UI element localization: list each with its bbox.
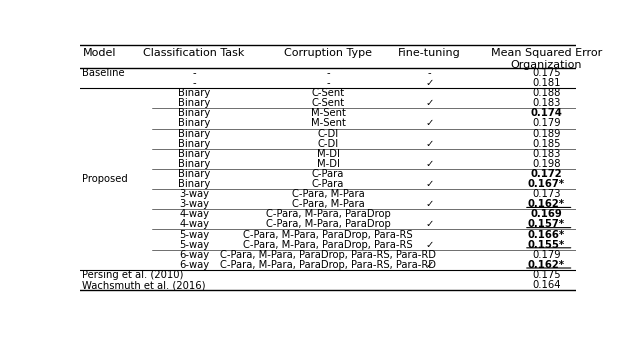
Text: Binary: Binary	[178, 88, 210, 98]
Text: 0.167*: 0.167*	[527, 179, 565, 189]
Text: Binary: Binary	[178, 179, 210, 189]
Text: Baseline: Baseline	[83, 68, 125, 78]
Text: ✓: ✓	[426, 240, 434, 250]
Text: 0.175: 0.175	[532, 270, 561, 280]
Text: Model: Model	[83, 48, 116, 58]
Text: C-Para: C-Para	[312, 169, 344, 179]
Text: M-Sent: M-Sent	[310, 118, 346, 128]
Text: C-Para, M-Para: C-Para, M-Para	[292, 199, 364, 209]
Text: C-Sent: C-Sent	[312, 98, 344, 108]
Text: C-DI: C-DI	[317, 129, 339, 139]
Text: Binary: Binary	[178, 98, 210, 108]
Text: -: -	[428, 68, 431, 78]
Text: ✓: ✓	[426, 219, 434, 229]
Text: 0.162*: 0.162*	[527, 199, 565, 209]
Text: C-Para, M-Para: C-Para, M-Para	[292, 189, 364, 199]
Text: C-Para, M-Para, ParaDrop, Para-RS: C-Para, M-Para, ParaDrop, Para-RS	[243, 240, 413, 250]
Text: C-Para, M-Para, ParaDrop: C-Para, M-Para, ParaDrop	[266, 209, 390, 219]
Text: 5-way: 5-way	[179, 240, 209, 250]
Text: Proposed: Proposed	[83, 174, 128, 184]
Text: C-Para, M-Para, ParaDrop, Para-RS: C-Para, M-Para, ParaDrop, Para-RS	[243, 229, 413, 239]
Text: 0.183: 0.183	[532, 149, 561, 159]
Text: 0.179: 0.179	[532, 118, 561, 128]
Text: C-Para: C-Para	[312, 179, 344, 189]
Text: 6-way: 6-way	[179, 250, 209, 260]
Text: 0.179: 0.179	[532, 250, 561, 260]
Text: Binary: Binary	[178, 108, 210, 118]
Text: 0.174: 0.174	[531, 108, 562, 118]
Text: 0.181: 0.181	[532, 78, 561, 88]
Text: 6-way: 6-way	[179, 260, 209, 270]
Text: ✓: ✓	[426, 78, 434, 88]
Text: 5-way: 5-way	[179, 229, 209, 239]
Text: C-Para, M-Para, ParaDrop, Para-RS, Para-RD: C-Para, M-Para, ParaDrop, Para-RS, Para-…	[220, 250, 436, 260]
Text: Binary: Binary	[178, 129, 210, 139]
Text: Mean Squared Error
Organization: Mean Squared Error Organization	[491, 48, 602, 70]
Text: 0.173: 0.173	[532, 189, 561, 199]
Text: Binary: Binary	[178, 118, 210, 128]
Text: -: -	[326, 78, 330, 88]
Text: 3-way: 3-way	[179, 189, 209, 199]
Text: 4-way: 4-way	[179, 219, 209, 229]
Text: M-DI: M-DI	[317, 159, 339, 169]
Text: 0.172: 0.172	[531, 169, 562, 179]
Text: C-Sent: C-Sent	[312, 88, 344, 98]
Text: 0.185: 0.185	[532, 139, 561, 149]
Text: 0.189: 0.189	[532, 129, 561, 139]
Text: 0.169: 0.169	[531, 209, 562, 219]
Text: -: -	[326, 68, 330, 78]
Text: 0.198: 0.198	[532, 159, 561, 169]
Text: Binary: Binary	[178, 139, 210, 149]
Text: ✓: ✓	[426, 98, 434, 108]
Text: 0.183: 0.183	[532, 98, 561, 108]
Text: ✓: ✓	[426, 199, 434, 209]
Text: ✓: ✓	[426, 179, 434, 189]
Text: Fine-tuning: Fine-tuning	[398, 48, 461, 58]
Text: C-Para, M-Para, ParaDrop, Para-RS, Para-RD: C-Para, M-Para, ParaDrop, Para-RS, Para-…	[220, 260, 436, 270]
Text: Persing et al. (2010): Persing et al. (2010)	[83, 270, 184, 280]
Text: 0.162*: 0.162*	[527, 260, 565, 270]
Text: 0.175: 0.175	[532, 68, 561, 78]
Text: 0.157*: 0.157*	[527, 219, 565, 229]
Text: ✓: ✓	[426, 260, 434, 270]
Text: ✓: ✓	[426, 139, 434, 149]
Text: Wachsmuth et al. (2016): Wachsmuth et al. (2016)	[83, 280, 206, 290]
Text: 0.188: 0.188	[532, 88, 561, 98]
Text: -: -	[192, 68, 196, 78]
Text: Binary: Binary	[178, 149, 210, 159]
Text: ✓: ✓	[426, 118, 434, 128]
Text: Classification Task: Classification Task	[143, 48, 244, 58]
Text: M-DI: M-DI	[317, 149, 339, 159]
Text: Binary: Binary	[178, 169, 210, 179]
Text: -: -	[192, 78, 196, 88]
Text: Binary: Binary	[178, 159, 210, 169]
Text: C-Para, M-Para, ParaDrop: C-Para, M-Para, ParaDrop	[266, 219, 390, 229]
Text: 0.166*: 0.166*	[527, 229, 565, 239]
Text: 3-way: 3-way	[179, 199, 209, 209]
Text: 0.155*: 0.155*	[527, 240, 565, 250]
Text: ✓: ✓	[426, 159, 434, 169]
Text: Corruption Type: Corruption Type	[284, 48, 372, 58]
Text: 4-way: 4-way	[179, 209, 209, 219]
Text: 0.164: 0.164	[532, 280, 561, 290]
Text: M-Sent: M-Sent	[310, 108, 346, 118]
Text: C-DI: C-DI	[317, 139, 339, 149]
